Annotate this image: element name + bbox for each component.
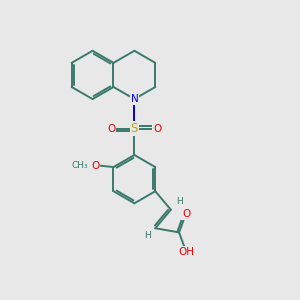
Text: H: H xyxy=(144,231,151,240)
Text: OH: OH xyxy=(178,247,194,257)
Text: O: O xyxy=(91,160,99,171)
Text: O: O xyxy=(182,209,190,219)
Text: H: H xyxy=(176,197,182,206)
Text: N: N xyxy=(130,94,138,104)
Text: S: S xyxy=(131,122,138,135)
Text: O: O xyxy=(108,124,116,134)
Text: O: O xyxy=(153,124,161,134)
Text: CH₃: CH₃ xyxy=(72,161,88,170)
